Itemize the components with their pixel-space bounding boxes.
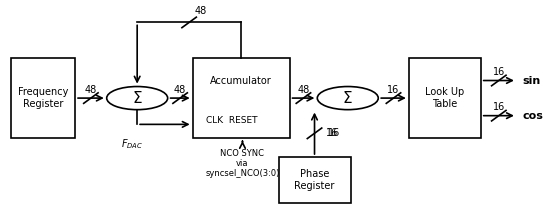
Text: Frequency
Register: Frequency Register	[18, 87, 69, 109]
Text: 16: 16	[329, 128, 341, 138]
Text: $\Sigma$: $\Sigma$	[132, 90, 143, 106]
Text: 48: 48	[194, 6, 206, 16]
Text: sin: sin	[522, 76, 541, 85]
Text: 16: 16	[387, 85, 399, 95]
Bar	[278, 157, 350, 203]
Bar	[11, 58, 75, 138]
Text: 48: 48	[297, 85, 310, 95]
Text: 16: 16	[326, 128, 338, 138]
Circle shape	[317, 86, 378, 110]
Text: 48: 48	[174, 85, 186, 95]
Circle shape	[107, 86, 168, 110]
Text: NCO SYNC
via
syncsel_NCO(3:0): NCO SYNC via syncsel_NCO(3:0)	[206, 148, 280, 178]
Text: 16: 16	[493, 102, 505, 112]
Text: $\Sigma$: $\Sigma$	[343, 90, 353, 106]
Text: Look Up
Table: Look Up Table	[425, 87, 465, 109]
Bar	[409, 58, 481, 138]
Text: Accumulator: Accumulator	[210, 76, 272, 85]
Text: $\mathit{F}_{DAC}$: $\mathit{F}_{DAC}$	[120, 137, 143, 151]
Text: Phase
Register: Phase Register	[294, 169, 335, 191]
Text: CLK  RESET: CLK RESET	[207, 116, 258, 125]
Bar	[193, 58, 290, 138]
Text: cos: cos	[522, 111, 543, 121]
Text: 16: 16	[493, 67, 505, 77]
Text: 48: 48	[85, 85, 97, 95]
